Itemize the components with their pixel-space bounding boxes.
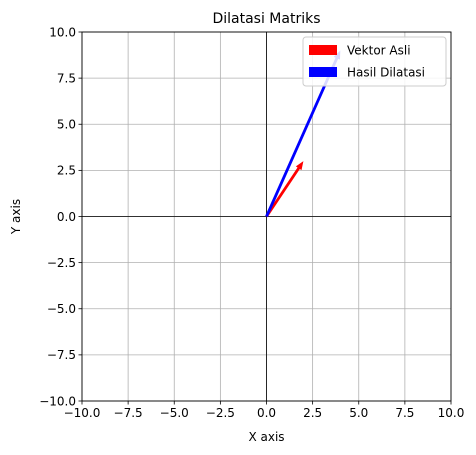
legend-label-hasil-dilatasi: Hasil Dilatasi bbox=[347, 66, 425, 80]
y-ticks: −10.0 −7.5 −5.0 −2.5 0.0 2.5 5.0 7.5 10.0 bbox=[39, 25, 82, 408]
y-tick-label: −5.0 bbox=[47, 302, 76, 316]
legend-swatch-hasil-dilatasi bbox=[309, 67, 337, 77]
x-axis-label: X axis bbox=[248, 430, 284, 444]
y-tick-label: 7.5 bbox=[57, 71, 76, 85]
x-tick-label: 0.0 bbox=[257, 406, 276, 420]
y-tick-label: 5.0 bbox=[57, 118, 76, 132]
y-tick-label: −10.0 bbox=[39, 394, 76, 408]
x-tick-label: −7.5 bbox=[114, 406, 143, 420]
x-tick-label: −2.5 bbox=[206, 406, 235, 420]
y-tick-label: −2.5 bbox=[47, 256, 76, 270]
chart-title: Dilatasi Matriks bbox=[212, 11, 320, 27]
legend: Vektor Asli Hasil Dilatasi bbox=[302, 36, 447, 87]
x-tick-label: −5.0 bbox=[160, 406, 189, 420]
vectors bbox=[265, 50, 341, 218]
x-tick-label: 7.5 bbox=[395, 406, 414, 420]
vector-vektor-asli bbox=[265, 161, 304, 218]
y-tick-label: 2.5 bbox=[57, 164, 76, 178]
x-tick-label: −10.0 bbox=[64, 406, 101, 420]
y-tick-label: 10.0 bbox=[49, 25, 76, 39]
x-ticks: −10.0 −7.5 −5.0 −2.5 0.0 2.5 5.0 7.5 10.0 bbox=[64, 401, 465, 420]
legend-box bbox=[302, 36, 447, 87]
x-tick-label: 10.0 bbox=[438, 406, 465, 420]
legend-swatch-vektor-asli bbox=[309, 45, 337, 55]
x-tick-label: 5.0 bbox=[349, 406, 368, 420]
x-tick-label: 2.5 bbox=[303, 406, 322, 420]
y-tick-label: 0.0 bbox=[57, 210, 76, 224]
y-axis-label: Y axis bbox=[9, 199, 23, 235]
y-tick-label: −7.5 bbox=[47, 348, 76, 362]
vector-hasil-dilatasi bbox=[265, 50, 341, 218]
legend-label-vektor-asli: Vektor Asli bbox=[347, 44, 411, 58]
